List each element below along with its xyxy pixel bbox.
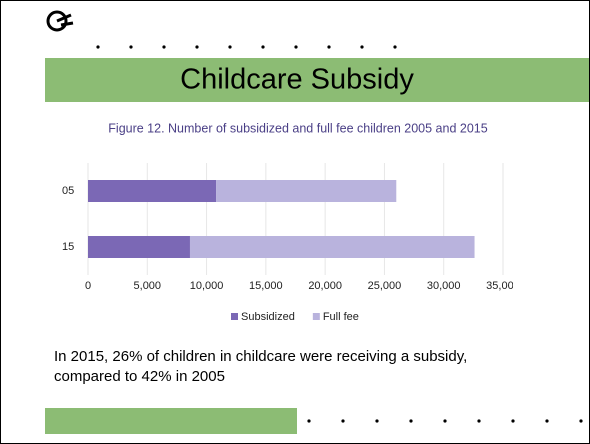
dot	[511, 419, 515, 423]
bar-segment	[88, 180, 217, 202]
chart-title: Figure 12. Number of subsidized and full…	[108, 121, 487, 135]
x-tick-label: 30,000	[427, 280, 461, 292]
dot	[579, 419, 583, 423]
dot	[341, 419, 345, 423]
dot	[307, 419, 311, 423]
x-tick-label: 35,000	[486, 280, 520, 292]
dot	[409, 419, 413, 423]
x-tick-label: 20,000	[308, 280, 342, 292]
legend-label: Full fee	[323, 311, 359, 323]
dot	[129, 45, 133, 49]
logo	[46, 10, 74, 32]
dot	[327, 45, 331, 49]
dot	[375, 419, 379, 423]
caption: In 2015, 26% of children in childcare we…	[54, 348, 468, 385]
dot	[96, 45, 100, 49]
slide-title: Childcare Subsidy	[180, 64, 414, 96]
x-tick-label: 0	[85, 280, 91, 292]
title-band	[45, 58, 589, 102]
y-tick-label: 15	[62, 241, 74, 253]
dot	[162, 45, 166, 49]
dot	[545, 419, 549, 423]
x-tick-label: 15,000	[249, 280, 283, 292]
dot	[294, 45, 298, 49]
chart: 0 5,000 10,000 15,000 20,000 25,000 30,000 35,0…	[62, 163, 520, 323]
dot	[443, 419, 447, 423]
x-tick-label: 25,000	[368, 280, 402, 292]
legend-label: Subsidized	[241, 311, 295, 323]
dot	[195, 45, 199, 49]
dot	[360, 45, 364, 49]
dot	[228, 45, 232, 49]
bar-segment	[88, 236, 190, 258]
legend-swatch	[231, 313, 238, 320]
dot	[477, 419, 481, 423]
x-tick-label: 5,000	[134, 280, 162, 292]
dot	[261, 45, 265, 49]
x-tick-label: 10,000	[190, 280, 224, 292]
bar-segment	[216, 180, 397, 202]
bar-segment	[189, 236, 475, 258]
dot	[393, 45, 397, 49]
y-tick-label: 05	[62, 185, 74, 197]
legend-swatch	[312, 313, 320, 320]
footer-band	[45, 408, 297, 434]
